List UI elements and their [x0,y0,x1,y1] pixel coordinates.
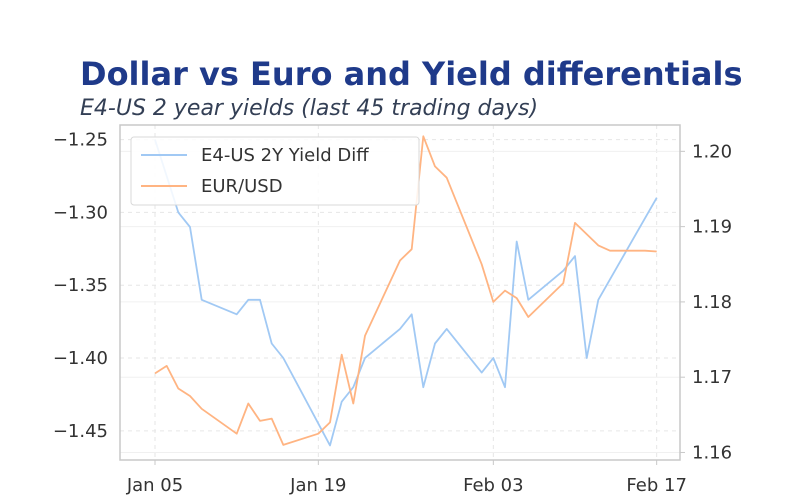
chart-subtitle: E4-US 2 year yields (last 45 trading day… [80,96,539,121]
y-left-tick-label: −1.25 [53,130,108,151]
y-right-tick-label: 1.20 [692,141,732,162]
x-tick-label: Jan 05 [126,475,183,496]
y-right-tick-label: 1.16 [692,442,732,463]
legend-label: E4-US 2Y Yield Diff [201,145,369,166]
axis-ticks: Jan 05 Jan 19 Feb 03 Feb 17 −1.25 −1.30 −1.35 −… [53,130,732,496]
eurusd-line [154,135,657,446]
chart-title: Dollar vs Euro and Yield differentials [80,55,743,93]
y-left-tick-label: −1.30 [53,202,108,223]
x-tick-label: Feb 03 [463,475,524,496]
legend-box [130,136,420,206]
x-tick-label: Feb 17 [626,475,687,496]
y-right-tick-label: 1.18 [692,292,732,313]
series-lines [154,135,658,447]
y-right-tick-label: 1.19 [692,217,732,238]
y-left-tick-label: −1.35 [53,275,108,296]
y-left-tick-label: −1.40 [53,348,108,369]
legend: E4-US 2Y Yield Diff EUR/USD [130,136,420,206]
y-right-tick-label: 1.17 [692,367,732,388]
plot-frame [119,124,681,461]
x-tick-label: Jan 19 [289,475,346,496]
legend-label: EUR/USD [201,176,283,197]
y-left-tick-label: −1.45 [53,421,108,442]
yield-diff-line [154,139,658,447]
